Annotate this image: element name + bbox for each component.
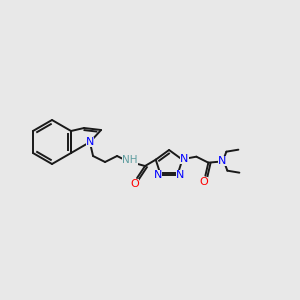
Text: N: N	[154, 170, 162, 180]
Text: N: N	[176, 170, 184, 180]
Text: NH: NH	[122, 155, 138, 165]
Text: O: O	[131, 179, 140, 189]
Text: N: N	[218, 156, 226, 166]
Text: N: N	[86, 137, 94, 147]
Text: N: N	[180, 154, 189, 164]
Text: O: O	[199, 177, 208, 187]
